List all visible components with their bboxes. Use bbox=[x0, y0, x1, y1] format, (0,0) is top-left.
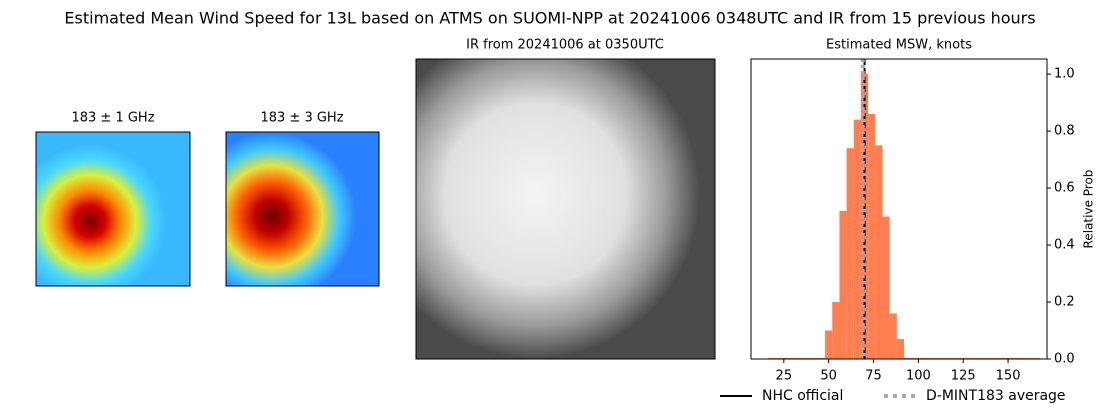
y-tick-label: 0.8 bbox=[1054, 124, 1075, 139]
bar bbox=[896, 339, 905, 359]
y-tick-label: 1.0 bbox=[1054, 67, 1075, 82]
y-tick-label: 0.6 bbox=[1054, 181, 1075, 196]
x-tick-label: 100 bbox=[906, 369, 931, 384]
y-tick-label: 0.0 bbox=[1054, 352, 1075, 367]
histogram: Estimated MSW, knots NHC official D-MINT18… bbox=[720, 38, 1096, 404]
bar bbox=[868, 113, 876, 360]
y-tick-label: 0.2 bbox=[1054, 295, 1075, 310]
x-tick-label: 50 bbox=[820, 369, 837, 384]
bar bbox=[825, 330, 833, 359]
legend-label: NHC official bbox=[762, 388, 843, 404]
y-tick-label: 0.4 bbox=[1054, 238, 1075, 253]
bar bbox=[875, 145, 883, 359]
microwave-image bbox=[35, 131, 191, 287]
x-tick-label: 25 bbox=[776, 369, 793, 384]
bar bbox=[853, 119, 861, 359]
panel-title: 183 ± 3 GHz bbox=[260, 111, 343, 126]
panel-title: IR from 20241006 at 0350UTC bbox=[466, 38, 664, 53]
x-tick-label: 125 bbox=[951, 369, 976, 384]
y-axis-label: Relative Prob bbox=[1082, 170, 1096, 249]
bar bbox=[882, 216, 890, 359]
bar bbox=[904, 357, 1041, 359]
legend-label: D-MINT183 average bbox=[926, 388, 1066, 404]
x-tick-label: 75 bbox=[865, 369, 882, 384]
plot-frame bbox=[750, 58, 1048, 360]
bar bbox=[846, 148, 854, 359]
bar bbox=[832, 302, 840, 359]
figure-title: Estimated Mean Wind Speed for 13L based … bbox=[64, 9, 1035, 28]
bar bbox=[839, 210, 847, 359]
bar bbox=[889, 313, 897, 359]
bar bbox=[767, 357, 826, 359]
x-tick-label: 150 bbox=[996, 369, 1021, 384]
microwave-image bbox=[225, 131, 380, 287]
chart-title: Estimated MSW, knots bbox=[826, 38, 972, 53]
ir-image bbox=[415, 58, 716, 360]
panel-title: 183 ± 1 GHz bbox=[71, 111, 154, 126]
